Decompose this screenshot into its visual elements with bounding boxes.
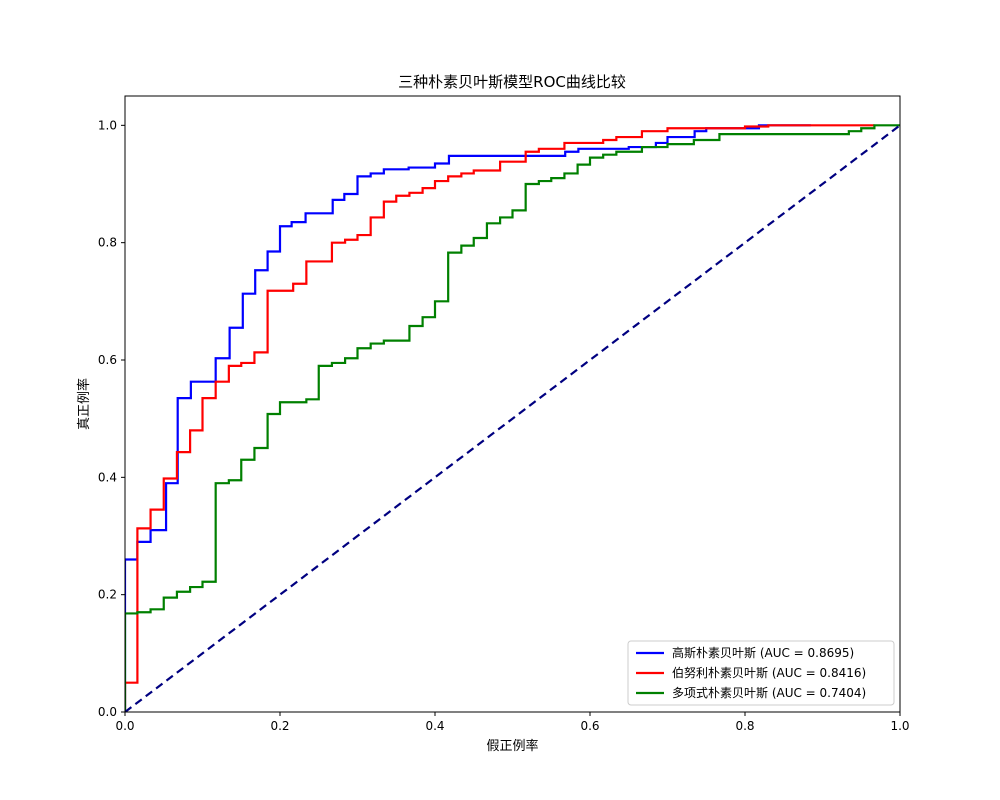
y-tick-label: 0.4 [98, 470, 117, 484]
x-axis-label: 假正例率 [486, 738, 538, 754]
legend-entry: 伯努利朴素贝叶斯 (AUC = 0.8416) [672, 665, 866, 680]
diagonal-reference-line [125, 124, 900, 712]
x-tick-label: 0.4 [425, 719, 444, 733]
plot-area [125, 124, 900, 712]
chart-title: 三种朴素贝叶斯模型ROC曲线比较 [398, 73, 626, 91]
y-tick-label: 0.6 [98, 353, 117, 367]
y-tick-label: 0.0 [98, 705, 117, 719]
legend: 高斯朴素贝叶斯 (AUC = 0.8695) 伯努利朴素贝叶斯 (AUC = 0.… [627, 640, 895, 706]
x-tick-label: 1.0 [890, 719, 909, 733]
roc-series-line-2 [125, 124, 900, 712]
x-axis: 0.0 0.2 0.4 0.6 0.8 1.0 [115, 712, 910, 733]
roc-series-line-0 [125, 124, 811, 712]
x-tick-label: 0.8 [735, 719, 754, 733]
legend-box [627, 640, 895, 706]
roc-series-line-1 [125, 124, 875, 712]
x-tick-label: 0.6 [580, 719, 599, 733]
plot-frame [124, 95, 901, 713]
y-tick-label: 1.0 [98, 118, 117, 132]
y-tick-label: 0.2 [98, 588, 117, 602]
x-tick-label: 0.2 [270, 719, 289, 733]
x-tick-label: 0.0 [115, 719, 134, 733]
y-axis: 0.0 0.2 0.4 0.6 0.8 1.0 [98, 118, 125, 719]
y-tick-label: 0.8 [98, 236, 117, 250]
legend-entry: 多项式朴素贝叶斯 (AUC = 0.7404) [672, 685, 866, 700]
y-axis-label: 真正例率 [76, 378, 92, 430]
legend-entry: 高斯朴素贝叶斯 (AUC = 0.8695) [672, 645, 854, 660]
